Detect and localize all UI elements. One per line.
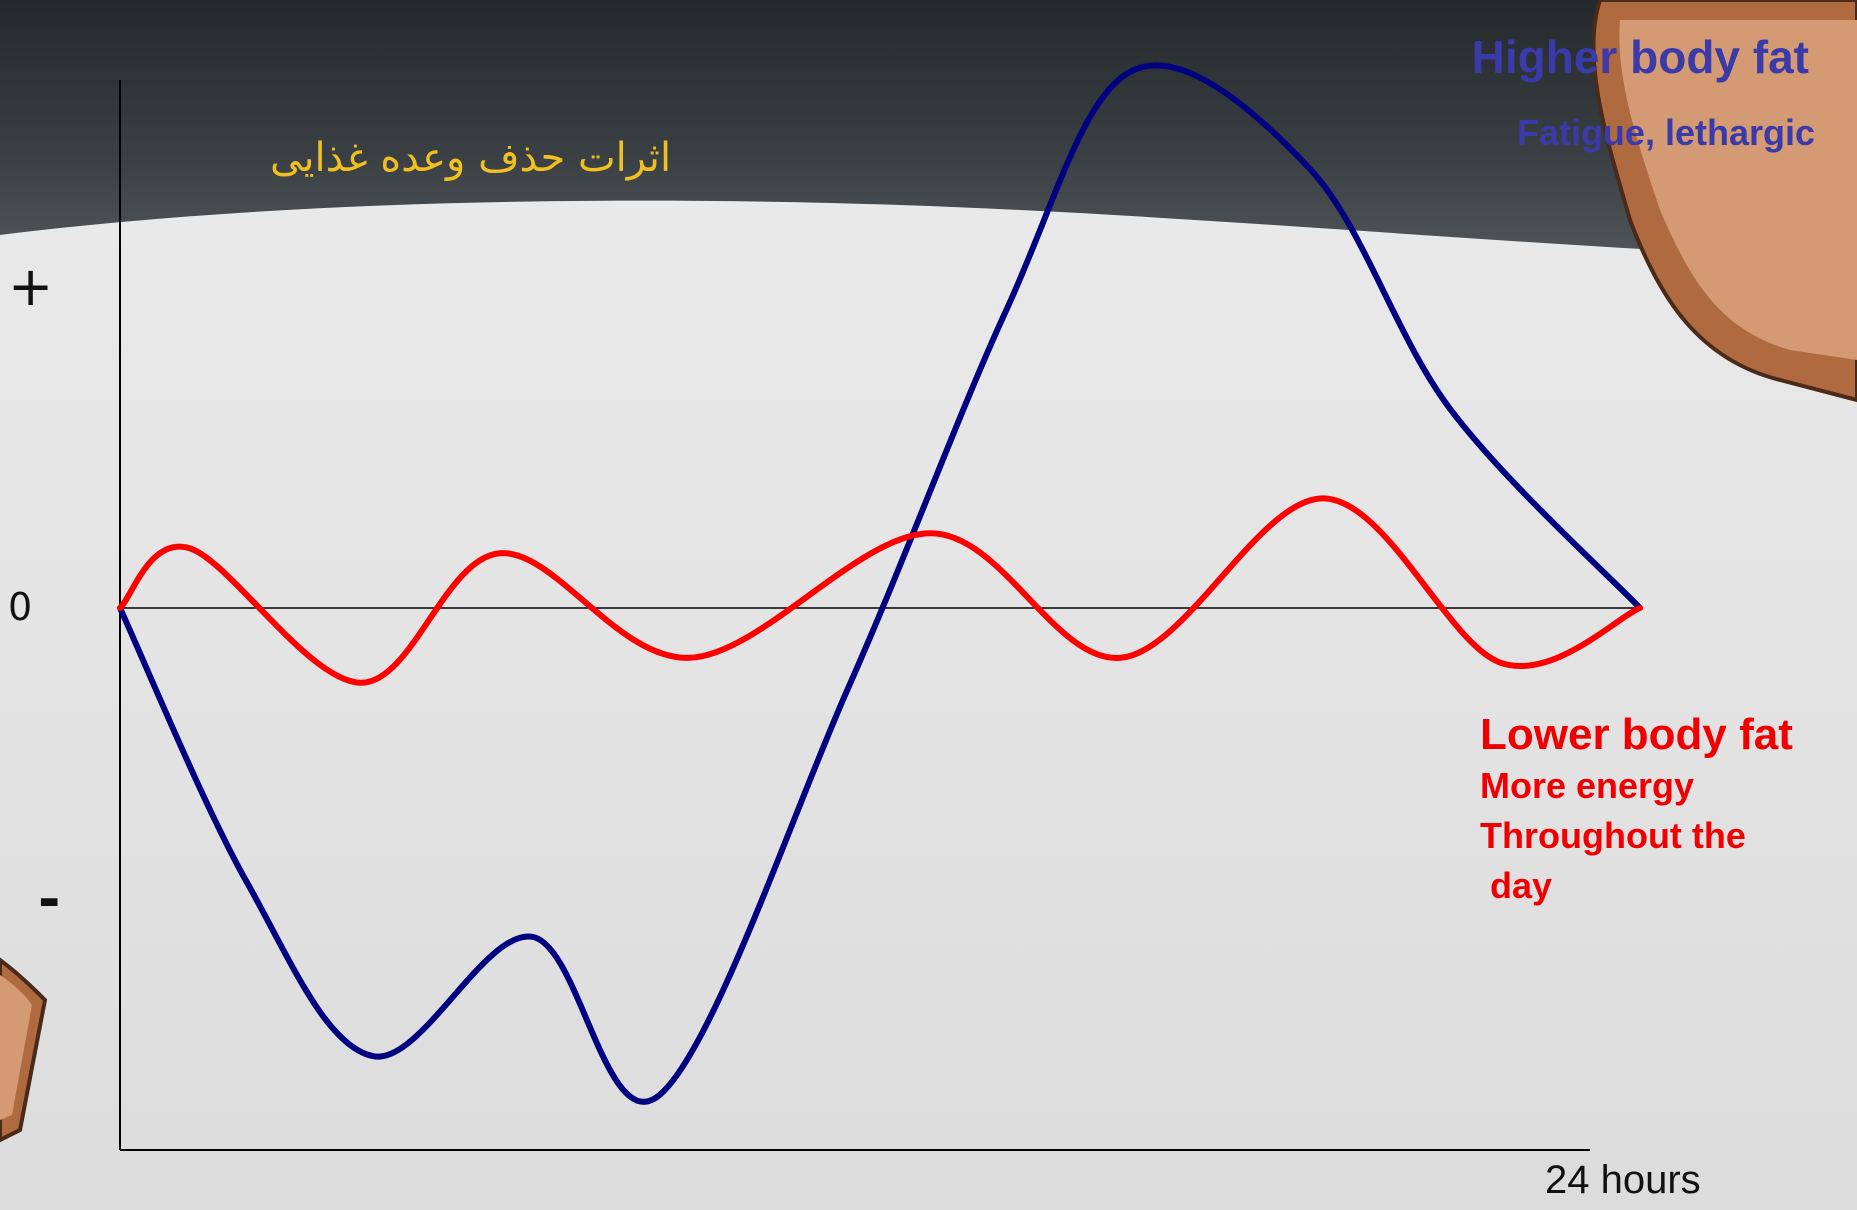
red-annotation-lower-body-fat: Lower body fat — [1480, 710, 1793, 759]
series-line-red — [117, 495, 1643, 686]
blue-annotation-higher-body-fat: Higher body fat — [1471, 31, 1809, 83]
red-annotation-more-energy: More energy — [1480, 765, 1695, 806]
y-tick-label-minus: - — [38, 868, 61, 931]
red-annotation-throughout: Throughout the — [1480, 815, 1746, 856]
series-layer — [117, 62, 1643, 1105]
decorative-shape-right — [1591, 0, 1857, 403]
y-tick-label-zero: 0 — [8, 585, 33, 629]
decorative-shape-left — [0, 957, 48, 1143]
slide-title: اثرات حذف وعده غذایی — [270, 135, 672, 181]
series-line-blue — [117, 62, 1643, 1105]
x-axis-label: 24 hours — [1545, 1158, 1701, 1202]
red-annotation-day: day — [1480, 865, 1553, 906]
background-header-band — [0, 0, 1857, 260]
blue-annotation-fatigue: Fatigue, lethargic — [1516, 112, 1815, 153]
y-tick-label-plus: + — [8, 255, 54, 318]
